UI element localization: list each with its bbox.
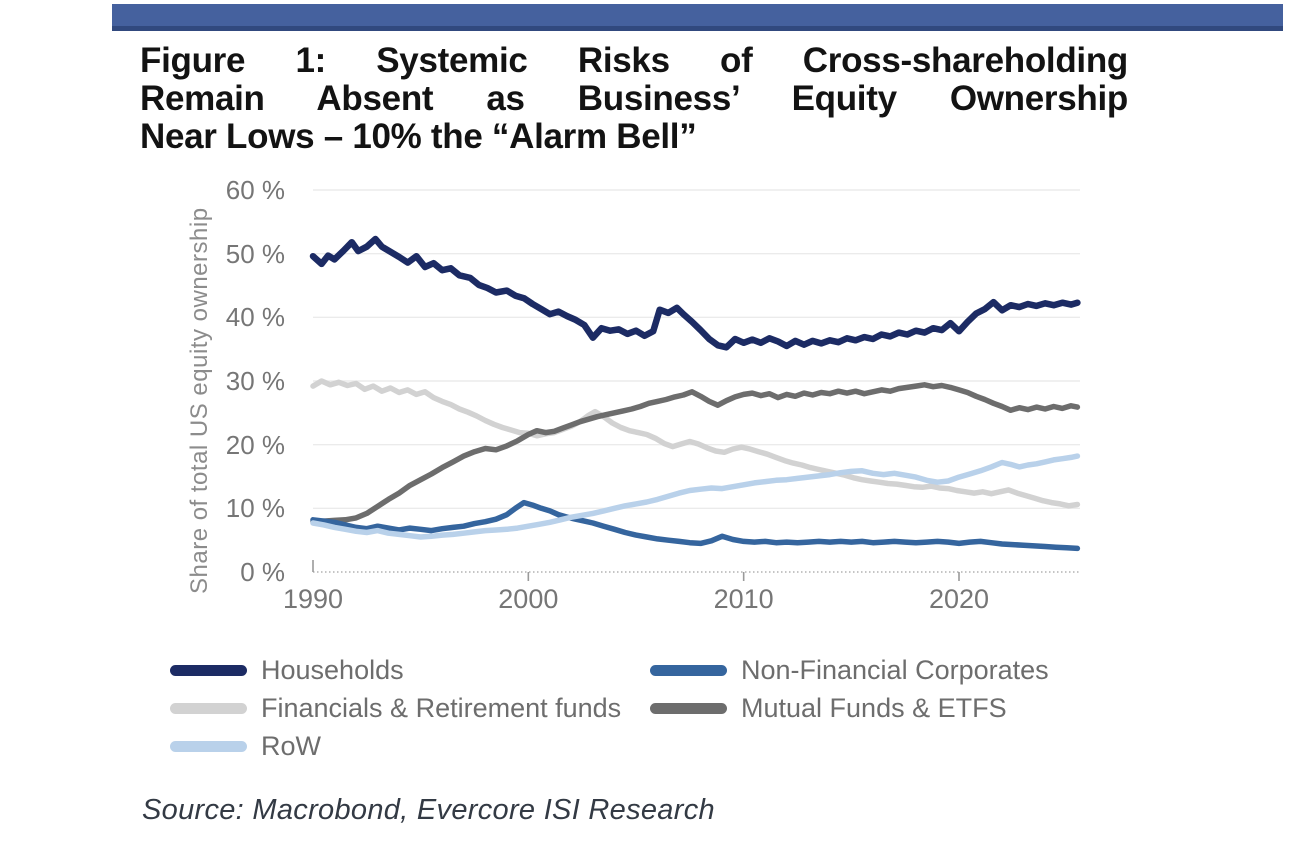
legend-label: RoW — [261, 730, 321, 761]
legend-item-non-financial-corporates: Non-Financial Corporates — [650, 651, 1049, 689]
legend-item-households: Households — [170, 651, 650, 689]
legend-swatch-row — [170, 740, 247, 752]
series-line-financials-retirement-funds — [310, 378, 1081, 509]
legend-label: Financials & Retirement funds — [261, 692, 622, 723]
legend-swatch-non-financial-corporates — [650, 664, 727, 676]
legend-item-financials-retirement-funds: Financials & Retirement funds — [170, 689, 650, 727]
x-tick-label: 2020 — [928, 584, 990, 614]
chart-legend: Households Financials & Retirement funds R… — [170, 651, 1120, 765]
series-line-non-financial-corporates — [310, 499, 1081, 552]
y-tick-label: 40 % — [225, 302, 285, 333]
x-tick-label: 2010 — [713, 584, 774, 614]
figure-title: Figure 1: Systemic Risks of Cross-shareh… — [140, 42, 1128, 156]
figure-title-line-3: Near Lows – 10% the “Alarm Bell” — [140, 117, 697, 156]
legend-column: Households Financials & Retirement funds R… — [170, 651, 650, 765]
legend-swatch-financials-retirement-funds — [170, 702, 247, 714]
legend-swatch-households — [170, 664, 247, 676]
top-accent-bar — [112, 4, 1283, 31]
legend-label: Non-Financial Corporates — [741, 654, 1049, 685]
x-tick-label: 1990 — [282, 584, 344, 614]
y-tick-label: 10 % — [225, 493, 285, 524]
legend-column: Non-Financial Corporates Mutual Funds & E… — [650, 651, 1049, 765]
y-tick-label: 20 % — [225, 429, 285, 460]
series-line-row — [310, 453, 1081, 540]
x-tick-label: 2000 — [498, 584, 559, 614]
legend-item-row: RoW — [170, 727, 650, 765]
y-tick-label: 60 % — [225, 175, 285, 205]
y-tick-label: 30 % — [225, 366, 285, 396]
series-line-mutual-funds-etfs — [310, 382, 1081, 525]
figure-title-line-2: Remain Absent as Business’ Equity Owners… — [140, 79, 1128, 118]
legend-label: Households — [261, 654, 404, 685]
legend-label: Mutual Funds & ETFS — [741, 692, 1007, 723]
legend-swatch-mutual-funds-etfs — [650, 702, 727, 714]
series-line-households — [309, 235, 1081, 351]
figure-title-line-1: Figure 1: Systemic Risks of Cross-shareh… — [140, 41, 1128, 80]
y-tick-label: 0 % — [240, 557, 285, 587]
source-note: Source: Macrobond, Evercore ISI Research — [142, 794, 715, 826]
y-tick-label: 50 % — [225, 238, 285, 269]
legend-item-mutual-funds-etfs: Mutual Funds & ETFS — [650, 689, 1049, 727]
